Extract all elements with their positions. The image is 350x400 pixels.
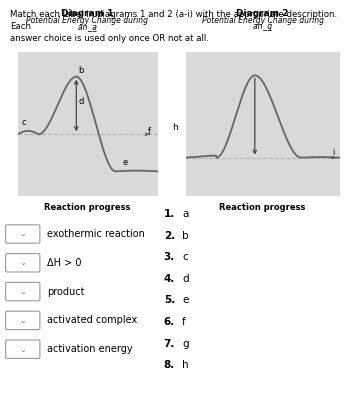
Text: an  ̲a̲: an ̲a̲ xyxy=(78,22,97,31)
Text: Diagram 1: Diagram 1 xyxy=(61,9,114,18)
Text: ⌄: ⌄ xyxy=(19,345,26,354)
Text: 1.: 1. xyxy=(164,209,175,219)
Text: d: d xyxy=(182,274,189,284)
Text: e: e xyxy=(122,158,128,167)
Text: h: h xyxy=(172,124,178,132)
Text: f: f xyxy=(182,317,186,327)
Text: Reaction progress: Reaction progress xyxy=(44,203,131,212)
Text: d: d xyxy=(78,97,84,106)
Text: Potential Energy Change during: Potential Energy Change during xyxy=(27,16,148,25)
Text: exothermic reaction: exothermic reaction xyxy=(47,229,145,239)
Text: ⌄: ⌄ xyxy=(19,230,26,238)
Text: c: c xyxy=(182,252,188,262)
Text: b: b xyxy=(182,230,189,240)
Text: Diagram 2: Diagram 2 xyxy=(236,9,289,18)
Text: 6.: 6. xyxy=(164,317,175,327)
Text: e: e xyxy=(182,295,188,306)
Text: an  ̲g̲: an ̲g̲ xyxy=(253,22,272,31)
Text: g: g xyxy=(182,338,189,348)
Text: ⌄: ⌄ xyxy=(19,258,26,267)
Text: i: i xyxy=(332,148,334,157)
Text: c: c xyxy=(22,118,26,128)
Text: Match each label in diagrams 1 and 2 (a-i) with the appropriate description. Eac: Match each label in diagrams 1 and 2 (a-… xyxy=(10,10,338,43)
Text: Potential Energy Change during: Potential Energy Change during xyxy=(202,16,323,25)
Text: activated complex: activated complex xyxy=(47,315,138,326)
Text: Reaction progress: Reaction progress xyxy=(219,203,306,212)
Text: product: product xyxy=(47,286,85,297)
Text: h: h xyxy=(182,360,189,370)
Text: activation energy: activation energy xyxy=(47,344,133,354)
Text: 3.: 3. xyxy=(164,252,175,262)
Text: a: a xyxy=(182,209,188,219)
Text: 5.: 5. xyxy=(164,295,175,306)
Text: 8.: 8. xyxy=(164,360,175,370)
Text: b: b xyxy=(78,66,84,75)
Text: 7.: 7. xyxy=(164,338,175,348)
Text: ⌄: ⌄ xyxy=(19,287,26,296)
Text: f: f xyxy=(148,127,151,136)
Text: 2.: 2. xyxy=(164,230,175,240)
Text: ⌄: ⌄ xyxy=(19,316,26,325)
Text: 4.: 4. xyxy=(164,274,175,284)
Text: ΔH > 0: ΔH > 0 xyxy=(47,258,82,268)
